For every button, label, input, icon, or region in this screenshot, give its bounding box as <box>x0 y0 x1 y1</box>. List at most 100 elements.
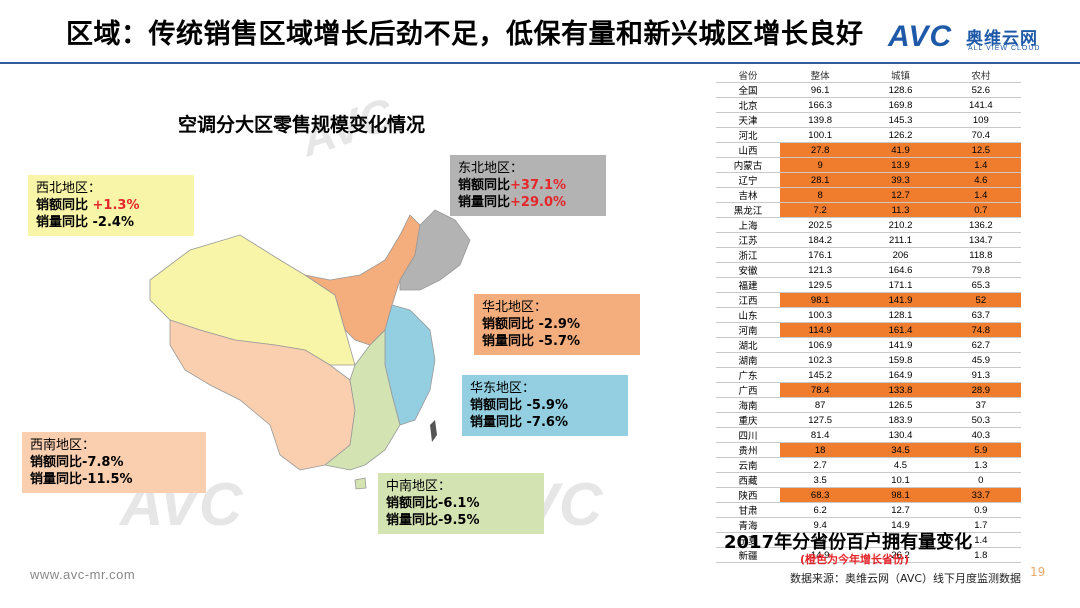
rural-cell: 28.9 <box>940 382 1021 398</box>
sales-yoy-value: -2.9% <box>538 317 580 332</box>
province-cell: 辽宁 <box>716 172 780 188</box>
overall-cell: 184.2 <box>780 232 861 248</box>
urban-cell: 171.1 <box>860 277 941 293</box>
rural-cell: 37 <box>940 397 1021 413</box>
data-source-note: 数据来源：奥维云网（AVC）线下月度监测数据 <box>790 572 1022 585</box>
region-name: 华东地区： <box>470 381 536 396</box>
rural-cell: 118.8 <box>940 247 1021 263</box>
rural-cell: 91.3 <box>940 367 1021 383</box>
rural-cell: 136.2 <box>940 217 1021 233</box>
rural-cell: 70.4 <box>940 127 1021 143</box>
logo-english-name: ALL VIEW CLOUD <box>968 45 1041 52</box>
volume-label: 销量同比 <box>386 513 439 528</box>
volume-yoy-value: +29.0% <box>510 195 567 210</box>
province-cell: 甘肃 <box>716 502 780 518</box>
table-row: 山东 100.3 128.1 63.7 <box>716 307 1021 323</box>
province-cell: 山东 <box>716 307 780 323</box>
urban-cell: 141.9 <box>860 337 941 353</box>
rural-cell: 141.4 <box>940 97 1021 113</box>
province-cell: 江苏 <box>716 232 780 248</box>
table-row: 上海 202.5 210.2 136.2 <box>716 217 1021 233</box>
overall-cell: 139.8 <box>780 112 861 128</box>
overall-cell: 18 <box>780 442 861 458</box>
table-row: 河南 114.9 161.4 74.8 <box>716 322 1021 338</box>
volume-yoy-value: -7.6% <box>526 415 568 430</box>
overall-cell: 6.2 <box>780 502 861 518</box>
rural-cell: 134.7 <box>940 232 1021 248</box>
province-cell: 广西 <box>716 382 780 398</box>
overall-cell: 100.3 <box>780 307 861 323</box>
urban-cell: 133.8 <box>860 382 941 398</box>
table-row: 贵州 18 34.5 5.9 <box>716 442 1021 458</box>
rural-cell: 4.6 <box>940 172 1021 188</box>
province-cell: 湖南 <box>716 352 780 368</box>
rural-cell: 45.9 <box>940 352 1021 368</box>
table-row: 云南 2.7 4.5 1.3 <box>716 457 1021 473</box>
table-row: 新疆 14.9 26.2 1.8 <box>716 547 1021 563</box>
overall-cell: 81.4 <box>780 427 861 443</box>
sales-label: 销额同比 <box>470 398 527 413</box>
rural-cell: 0 <box>940 472 1021 488</box>
urban-cell: 211.1 <box>860 232 941 248</box>
table-row: 四川 81.4 130.4 40.3 <box>716 427 1021 443</box>
table-subtitle: (橙色为今年增长省份) <box>800 553 910 566</box>
rural-cell: 65.3 <box>940 277 1021 293</box>
table-row: 江苏 184.2 211.1 134.7 <box>716 232 1021 248</box>
urban-cell: 206 <box>860 247 941 263</box>
province-cell: 重庆 <box>716 412 780 428</box>
volume-yoy-value: -9.5% <box>438 513 480 528</box>
rural-cell: 62.7 <box>940 337 1021 353</box>
urban-cell: 13.9 <box>860 157 941 173</box>
urban-cell: 12.7 <box>860 187 941 203</box>
overall-cell: 78.4 <box>780 382 861 398</box>
overall-cell: 7.2 <box>780 202 861 218</box>
table-row: 黑龙江 7.2 11.3 0.7 <box>716 202 1021 218</box>
overall-cell: 129.5 <box>780 277 861 293</box>
table-row: 安徽 121.3 164.6 79.8 <box>716 262 1021 278</box>
volume-yoy-value: -11.5% <box>82 472 133 487</box>
urban-cell: 128.1 <box>860 307 941 323</box>
overall-cell: 28.1 <box>780 172 861 188</box>
column-header: 城镇 <box>860 68 941 83</box>
rural-cell: 1.4 <box>940 187 1021 203</box>
region-name: 中南地区： <box>386 479 452 494</box>
rural-cell: 1.4 <box>940 157 1021 173</box>
province-cell: 天津 <box>716 112 780 128</box>
province-cell: 山西 <box>716 142 780 158</box>
urban-cell: 128.6 <box>860 82 941 98</box>
volume-label: 销量同比 <box>30 472 83 487</box>
sales-yoy-value: -6.1% <box>438 496 480 511</box>
table-row: 青海 9.4 14.9 1.7 <box>716 517 1021 533</box>
table-row: 西藏 3.5 10.1 0 <box>716 472 1021 488</box>
header-divider <box>0 62 1080 64</box>
table-row: 吉林 8 12.7 1.4 <box>716 187 1021 203</box>
province-cell: 广东 <box>716 367 780 383</box>
province-cell: 海南 <box>716 397 780 413</box>
urban-cell: 210.2 <box>860 217 941 233</box>
table-row: 河北 100.1 126.2 70.4 <box>716 127 1021 143</box>
table-row: 全国 96.1 128.6 52.6 <box>716 82 1021 98</box>
table-row: 福建 129.5 171.1 65.3 <box>716 277 1021 293</box>
overall-cell: 98.1 <box>780 292 861 308</box>
region-name: 东北地区： <box>458 161 524 176</box>
column-header: 农村 <box>940 68 1021 83</box>
rural-cell: 50.3 <box>940 412 1021 428</box>
urban-cell: 126.5 <box>860 397 941 413</box>
province-ownership-table: 省份 整体 城镇 农村 全国 96.1 128.6 52.6 北京 166.3 169.8 1… <box>716 68 1021 563</box>
table-row: 山西 27.8 41.9 12.5 <box>716 142 1021 158</box>
province-cell: 河南 <box>716 322 780 338</box>
volume-label: 销量同比 <box>36 215 93 230</box>
rural-cell: 1.7 <box>940 517 1021 533</box>
table-row: 甘肃 6.2 12.7 0.9 <box>716 502 1021 518</box>
table-row: 辽宁 28.1 39.3 4.6 <box>716 172 1021 188</box>
table-header-row: 省份 整体 城镇 农村 <box>716 68 1021 83</box>
logo-chinese-name: 奥维云网 <box>966 29 1038 49</box>
province-cell: 上海 <box>716 217 780 233</box>
column-header: 整体 <box>780 68 861 83</box>
overall-cell: 100.1 <box>780 127 861 143</box>
overall-cell: 9 <box>780 157 861 173</box>
avc-logo: AVC 奥维云网 ALL VIEW CLOUD <box>888 20 1058 56</box>
map-island-taiwan <box>430 420 437 442</box>
overall-cell: 8 <box>780 187 861 203</box>
overall-cell: 176.1 <box>780 247 861 263</box>
